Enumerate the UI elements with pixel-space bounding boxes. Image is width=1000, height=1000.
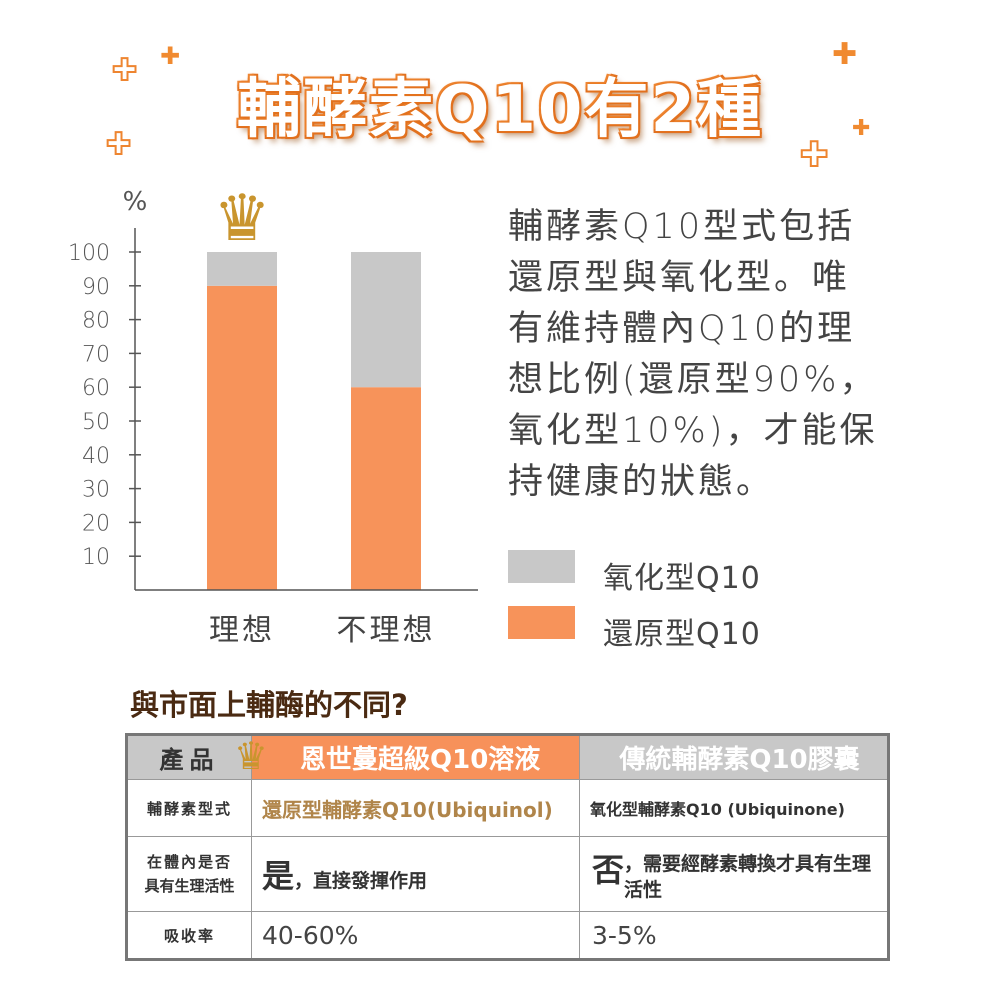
answer-detail: ，需要經酵素轉換才具有生理活性: [624, 853, 872, 901]
plus-icon: ✚: [799, 135, 829, 175]
legend-swatch-reduced: [508, 606, 575, 639]
crown-icon: ♛: [234, 734, 269, 778]
y-tick-label: 40: [82, 444, 110, 469]
bar-segment: [351, 252, 421, 388]
y-tick-label: 10: [82, 545, 110, 570]
cell-traditional: 氧化型輔酵素Q10 (Ubiquinone): [579, 779, 889, 837]
crown-icon: ♛: [213, 182, 270, 256]
y-tick-label: 20: [82, 511, 110, 536]
description-line: 輔酵素Q10型式包括: [508, 207, 856, 247]
row-label: 輔酵素型式: [126, 779, 252, 837]
description-line: 氧化型10%)，才能保: [508, 411, 878, 451]
bar-segment: [207, 252, 277, 286]
description-line: 持健康的狀態。: [508, 462, 775, 502]
comparison-table: 產品 ♛ 恩世蔓超級Q10溶液 傳統輔酵素Q10膠囊 輔酵素型式 還原型輔酵素Q…: [125, 733, 890, 961]
description-line: 還原型與氧化型。唯: [508, 258, 851, 298]
plus-icon: ✚: [852, 116, 871, 141]
legend-label-oxidized: 氧化型Q10: [603, 561, 761, 596]
header-label: 恩世蔓超級Q10溶液: [300, 745, 541, 775]
plus-icon: ✚: [160, 42, 181, 70]
cell-ubiquinol: 還原型輔酵素Q10(Ubiquinol): [251, 779, 580, 837]
section-heading: 與市面上輔酶的不同?: [130, 688, 408, 722]
y-tick-label: 50: [82, 410, 110, 435]
row-label: 在體內是否 具有生理活性: [126, 836, 252, 912]
legend-swatch-oxidized: [508, 550, 575, 583]
cell-ubiquinol: 是，直接發揮作用: [251, 836, 580, 912]
row-label-line: 具有生理活性: [144, 877, 235, 895]
header-ubiquinol-product: ♛ 恩世蔓超級Q10溶液: [234, 734, 580, 780]
header-traditional-product: 傳統輔酵素Q10膠囊: [579, 734, 889, 780]
cell-traditional: 否，需要經酵素轉換才具有生理活性: [579, 836, 889, 912]
table-row: 吸收率 40-60% 3-5%: [126, 911, 889, 960]
legend-label-reduced: 還原型Q10: [603, 617, 761, 652]
row-label: 吸收率: [126, 911, 252, 960]
description-line: 想比例(還原型90%，: [508, 360, 878, 400]
stacked-bar-chart: 理想 不理想 10 20 30 40 50 60 70 80 90 100% ♛: [68, 182, 478, 648]
y-tick-label: 100: [68, 241, 110, 266]
y-axis-label: %: [123, 187, 148, 217]
table-row: 輔酵素型式 還原型輔酵素Q10(Ubiquinol) 氧化型輔酵素Q10 (Ub…: [126, 779, 889, 837]
answer-detail: ，直接發揮作用: [294, 870, 428, 892]
answer-no: 否: [592, 851, 625, 889]
y-tick-label: 90: [82, 275, 110, 300]
page-title: 輔酵素Q10有2種: [237, 73, 763, 147]
y-tick-label: 60: [82, 376, 110, 401]
description-text: 輔酵素Q10型式包括 還原型與氧化型。唯 有維持體內Q10的理 想比例(還原型9…: [508, 202, 898, 508]
description-line: 有維持體內Q10的理: [508, 309, 856, 349]
y-tick-label: 70: [82, 342, 110, 367]
y-tick-label: 80: [82, 309, 110, 334]
row-label-line: 在體內是否: [146, 853, 232, 871]
x-tick-label: 不理想: [337, 613, 436, 648]
cell-ubiquinol: 40-60%: [251, 911, 580, 960]
plus-icon: ✚: [105, 127, 132, 162]
bar-segment: [351, 387, 421, 590]
header-product: 產品: [126, 734, 252, 780]
cell-traditional: 3-5%: [579, 911, 889, 960]
plus-icon: ✚: [111, 53, 138, 88]
table-row: 在體內是否 具有生理活性 是，直接發揮作用 否，需要經酵素轉換才具有生理活性: [126, 836, 889, 912]
bar-segment: [207, 285, 277, 590]
x-tick-label: 理想: [209, 613, 275, 648]
table-header-row: 產品 ♛ 恩世蔓超級Q10溶液 傳統輔酵素Q10膠囊: [126, 734, 889, 780]
y-tick-label: 30: [82, 478, 110, 503]
plus-icon: ✚: [832, 37, 858, 72]
answer-yes: 是: [262, 857, 295, 895]
